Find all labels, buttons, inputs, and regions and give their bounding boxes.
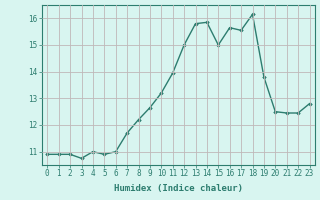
- X-axis label: Humidex (Indice chaleur): Humidex (Indice chaleur): [114, 184, 243, 193]
